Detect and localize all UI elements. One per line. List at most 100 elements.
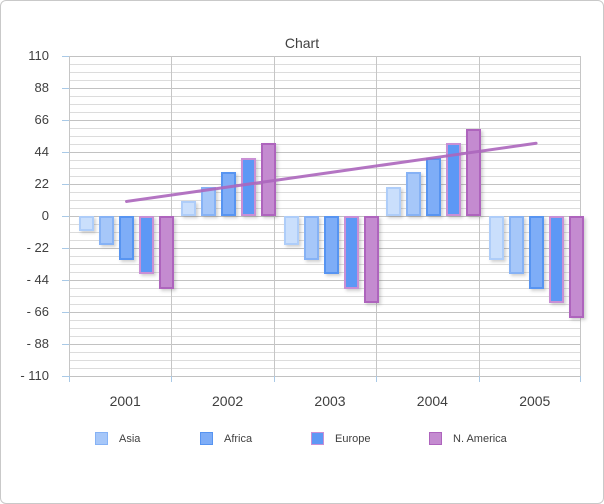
bar-europe-2002[interactable]: [241, 157, 257, 216]
major-gridline: [69, 375, 581, 377]
y-axis-tick: [62, 151, 69, 153]
minor-gridline: [69, 207, 581, 209]
major-gridline: [69, 343, 581, 345]
major-gridline: [69, 55, 581, 57]
bar-europe-2004[interactable]: [446, 143, 462, 216]
category-boundary-gridline: [479, 56, 480, 376]
bar-africa-2005[interactable]: [528, 216, 544, 289]
minor-gridline: [69, 159, 581, 161]
minor-gridline: [69, 191, 581, 193]
minor-gridline: [69, 359, 581, 361]
bar-series1-2003[interactable]: [283, 216, 299, 246]
bar-n-america-2005[interactable]: [568, 216, 584, 318]
bar-africa-2003[interactable]: [323, 216, 339, 275]
y-axis-label: 88: [34, 80, 49, 95]
y-axis-label: 0: [41, 208, 49, 223]
y-axis-tick: [62, 279, 69, 281]
y-axis-tick: [62, 247, 69, 249]
x-axis-tick: [274, 376, 275, 382]
y-axis-tick: [62, 215, 69, 217]
y-axis-tick: [62, 55, 69, 57]
minor-gridline: [69, 103, 581, 105]
x-axis-label-2005: 2005: [519, 393, 551, 409]
bar-n-america-2003[interactable]: [363, 216, 379, 304]
category-boundary-gridline: [69, 56, 70, 376]
legend-swatch-icon: [95, 432, 108, 445]
minor-gridline: [69, 127, 581, 129]
legend-label: Asia: [119, 432, 141, 445]
bar-africa-2002[interactable]: [221, 172, 237, 216]
y-axis-label: - 88: [26, 336, 49, 351]
minor-gridline: [69, 143, 581, 145]
legend-label: Africa: [224, 432, 253, 445]
minor-gridline: [69, 295, 581, 297]
minor-gridline: [69, 135, 581, 137]
y-axis-label: - 44: [26, 272, 49, 287]
legend-swatch-icon: [200, 432, 213, 445]
x-axis-label-2004: 2004: [416, 393, 448, 409]
category-boundary-gridline: [274, 56, 275, 376]
major-gridline: [69, 279, 581, 281]
y-axis-tick: [62, 87, 69, 89]
bar-europe-2005[interactable]: [548, 216, 564, 304]
y-axis-label: 22: [34, 176, 49, 191]
legend-item-europe[interactable]: Europe: [311, 432, 370, 445]
minor-gridline: [69, 335, 581, 337]
bar-europe-2001[interactable]: [139, 216, 154, 275]
minor-gridline: [69, 367, 581, 369]
bar-europe-2003[interactable]: [343, 216, 359, 289]
bar-asia-2001[interactable]: [99, 216, 114, 246]
bar-asia-2003[interactable]: [303, 216, 319, 260]
x-axis-tick: [580, 376, 581, 382]
bar-asia-2002[interactable]: [201, 186, 217, 216]
minor-gridline: [69, 79, 581, 81]
bar-series1-2005[interactable]: [488, 216, 504, 260]
bar-n-america-2001[interactable]: [159, 216, 174, 289]
legend-item-africa[interactable]: Africa: [200, 432, 252, 445]
major-gridline: [69, 87, 581, 89]
chart-title[interactable]: Chart: [284, 35, 320, 51]
bar-series1-2002[interactable]: [181, 201, 197, 216]
minor-gridline: [69, 95, 581, 97]
bar-asia-2004[interactable]: [406, 172, 422, 216]
minor-gridline: [69, 351, 581, 353]
y-axis-label: - 66: [26, 304, 49, 319]
legend-item-n-america[interactable]: N. America: [429, 432, 507, 445]
y-axis: 110 88 66 44 22 0 - 22 - 44 - 66 - 88 - 110: [1, 1, 59, 503]
y-axis-tick: [62, 119, 69, 121]
y-axis-tick: [62, 311, 69, 313]
legend-swatch-icon: [311, 432, 324, 445]
bar-asia-2005[interactable]: [508, 216, 524, 275]
major-gridline: [69, 119, 581, 121]
y-axis-label: - 110: [20, 368, 49, 383]
major-gridline: [69, 311, 581, 313]
minor-gridline: [69, 327, 581, 329]
x-axis-tick: [479, 376, 480, 382]
bar-series1-2001[interactable]: [79, 216, 94, 231]
trend-line[interactable]: [125, 141, 538, 203]
plot-area[interactable]: [62, 55, 584, 382]
legend-item-asia[interactable]: Asia: [95, 432, 140, 445]
y-axis-tick: [62, 343, 69, 345]
y-axis-label: 44: [34, 144, 49, 159]
minor-gridline: [69, 63, 581, 65]
x-axis: 2001 2002 2003 2004 2005: [69, 392, 581, 412]
minor-gridline: [69, 167, 581, 169]
y-axis-label: - 22: [26, 240, 49, 255]
y-axis-label: 110: [28, 48, 49, 63]
minor-gridline: [69, 175, 581, 177]
major-gridline: [69, 151, 581, 153]
major-gridline: [69, 183, 581, 185]
legend-label: Europe: [335, 432, 371, 445]
x-axis-tick: [376, 376, 377, 382]
y-axis-tick: [62, 183, 69, 185]
bar-series1-2004[interactable]: [386, 186, 402, 216]
minor-gridline: [69, 303, 581, 305]
x-axis-label-2003: 2003: [314, 393, 346, 409]
minor-gridline: [69, 287, 581, 289]
y-axis-label: 66: [34, 112, 49, 127]
y-axis-tick: [62, 375, 69, 377]
x-axis-tick: [171, 376, 172, 382]
bar-africa-2001[interactable]: [119, 216, 134, 260]
